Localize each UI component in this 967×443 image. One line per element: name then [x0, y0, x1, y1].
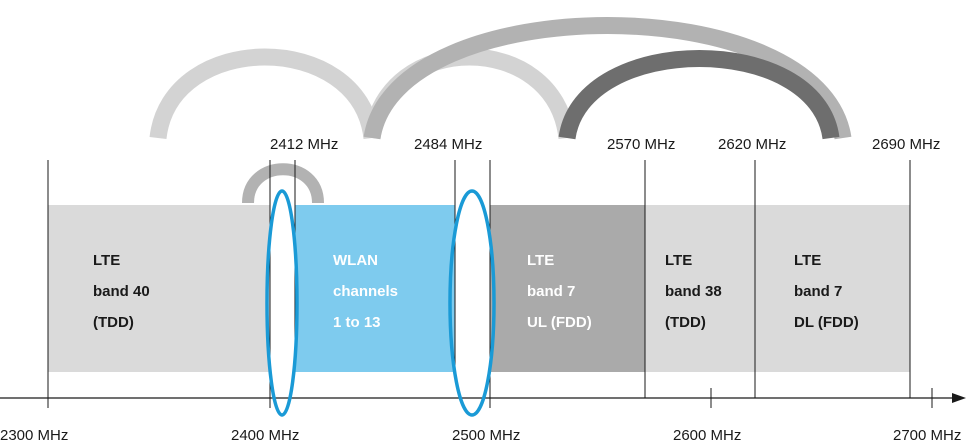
- band-label-wlan: WLAN channels 1 to 13: [333, 252, 398, 331]
- arc-lte7ul-to-lte7dl: [558, 50, 840, 140]
- band-lte-7-ul-rect: [490, 205, 645, 372]
- axis-label-2500: 2500 MHz: [452, 427, 520, 443]
- band-label-line: (TDD): [93, 314, 134, 331]
- top-label-2620: 2620 MHz: [718, 136, 786, 153]
- band-lte-40-rect: [48, 205, 270, 372]
- band-label-line: channels: [333, 283, 398, 300]
- band-label-line: band 7: [794, 283, 842, 300]
- top-label-2484: 2484 MHz: [414, 136, 482, 153]
- band-label-line: WLAN: [333, 252, 378, 269]
- band-label-line: (TDD): [665, 314, 706, 331]
- band-label-line: band 38: [665, 283, 722, 300]
- arc-wlan-to-lte7dl: [363, 17, 852, 140]
- band-label-line: LTE: [93, 252, 120, 269]
- arc-guard-band: [242, 163, 324, 204]
- band-label-line: 1 to 13: [333, 314, 381, 331]
- band-label-line: UL (FDD): [527, 314, 592, 331]
- band-label-lte-38: LTE band 38 (TDD): [665, 252, 722, 331]
- band-label-line: band 7: [527, 283, 575, 300]
- band-label-lte-7-dl: LTE band 7 DL (FDD): [794, 252, 859, 331]
- top-label-2690: 2690 MHz: [872, 136, 940, 153]
- top-label-2412: 2412 MHz: [270, 136, 338, 153]
- highlight-ellipse-right: [448, 189, 496, 417]
- highlight-ellipse-left: [265, 189, 299, 417]
- axis-label-2600: 2600 MHz: [673, 427, 741, 443]
- arc-lte40-to-wlan: [149, 48, 381, 140]
- band-lte-7-dl-rect: [755, 205, 910, 372]
- band-label-lte-7-ul: LTE band 7 UL (FDD): [527, 252, 592, 331]
- axis-label-2400: 2400 MHz: [231, 427, 299, 443]
- axis-arrowhead: [952, 393, 966, 403]
- interference-arcs: [149, 17, 852, 204]
- band-label-lte-40: LTE band 40 (TDD): [93, 252, 150, 331]
- band-label-line: band 40: [93, 283, 150, 300]
- band-label-line: LTE: [665, 252, 692, 269]
- top-label-2570: 2570 MHz: [607, 136, 675, 153]
- band-label-line: LTE: [527, 252, 554, 269]
- axis-label-2700: 2700 MHz: [893, 427, 961, 443]
- axis-label-2300: 2300 MHz: [0, 427, 68, 443]
- band-label-line: DL (FDD): [794, 314, 859, 331]
- band-wlan-rect: [295, 205, 455, 372]
- band-lte-38-rect: [645, 205, 755, 372]
- band-label-line: LTE: [794, 252, 821, 269]
